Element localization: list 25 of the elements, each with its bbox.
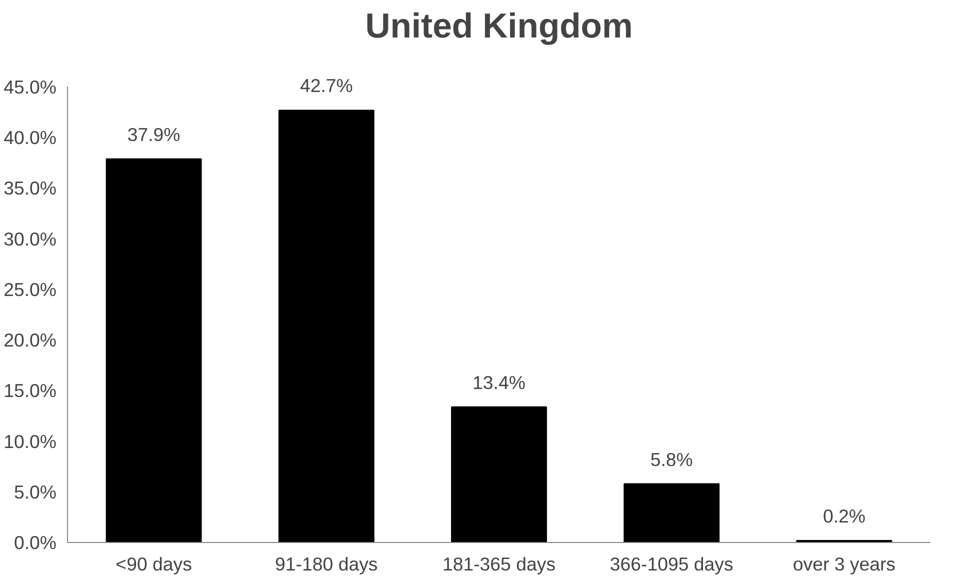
y-tick-label: 25.0% (4, 278, 57, 300)
x-tick-label: <90 days (116, 554, 192, 574)
data-label: 5.8% (650, 448, 693, 470)
bar (106, 158, 202, 542)
x-tick-label: 91-180 days (275, 554, 378, 574)
y-tick-label: 5.0% (14, 481, 57, 502)
y-tick-label: 15.0% (4, 380, 57, 402)
y-tick-label: 0.0% (14, 532, 57, 553)
data-label: 37.9% (127, 124, 180, 145)
data-label: 13.4% (472, 372, 526, 393)
data-label: 42.7% (300, 75, 353, 96)
x-tick-label: 181-365 days (442, 554, 556, 574)
y-tick-label: 35.0% (4, 178, 57, 199)
y-tick-label: 40.0% (4, 127, 57, 148)
bar (624, 483, 720, 542)
x-tick-label: over 3 years (792, 554, 896, 574)
data-label: 0.2% (822, 505, 866, 526)
y-tick-label: 30.0% (4, 228, 57, 250)
bar (278, 110, 374, 542)
y-tick-label: 20.0% (4, 330, 57, 351)
x-tick-label: 366-1095 days (610, 554, 734, 574)
y-tick-label: 45.0% (4, 76, 57, 98)
y-tick-label: 10.0% (4, 430, 57, 452)
bar (451, 406, 547, 542)
chart-title: United Kingdom (365, 8, 633, 46)
